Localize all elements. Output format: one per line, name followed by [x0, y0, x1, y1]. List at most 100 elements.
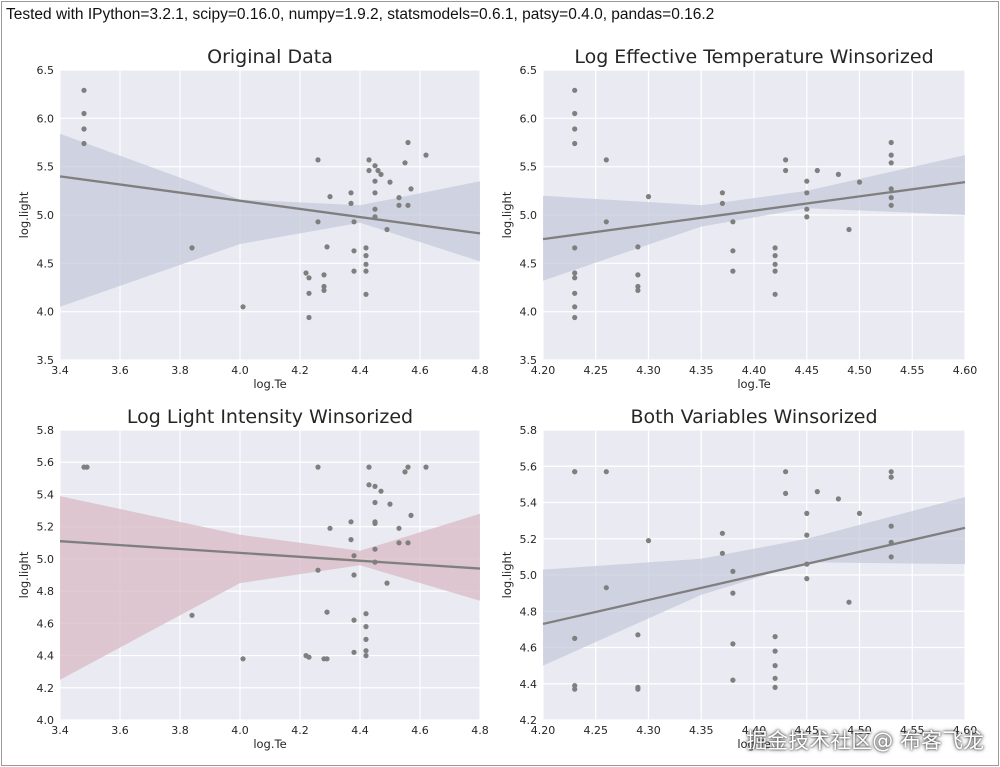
data-point [363, 611, 369, 617]
data-point [645, 194, 652, 200]
x-tick-label: 3.8 [171, 724, 189, 737]
x-axis-label: log.Te [737, 737, 770, 751]
data-point [81, 87, 87, 93]
data-point [321, 272, 327, 278]
data-point [348, 519, 354, 525]
y-tick-label: 4.4 [520, 678, 538, 691]
data-point [856, 510, 863, 516]
data-point [804, 532, 810, 538]
data-point [396, 195, 402, 201]
data-point [189, 612, 195, 618]
x-tick-label: 4.35 [689, 364, 714, 377]
data-point [888, 160, 894, 166]
data-point [772, 675, 778, 681]
confidence-band [60, 496, 480, 680]
x-tick-label: 4.60 [953, 724, 978, 737]
data-point [572, 245, 578, 251]
data-point [351, 649, 357, 655]
y-tick-label: 5.5 [37, 161, 55, 174]
x-tick-label: 4.50 [847, 724, 872, 737]
data-point [783, 469, 789, 475]
data-point [572, 126, 578, 132]
data-point [603, 219, 609, 225]
data-point [363, 653, 369, 659]
x-tick-label: 4.6 [411, 364, 429, 377]
regression-line [59, 175, 481, 235]
data-point [405, 464, 411, 470]
data-point [189, 245, 195, 251]
data-point [888, 186, 894, 192]
data-point [730, 677, 736, 683]
x-tick-label: 4.55 [900, 364, 925, 377]
y-tick-label: 5.5 [520, 161, 538, 174]
x-tick-label: 4.8 [471, 724, 489, 737]
data-point [730, 268, 736, 274]
data-point [405, 540, 411, 546]
data-point [372, 483, 378, 489]
y-axis-label: log.light [500, 191, 514, 238]
data-point [804, 214, 810, 220]
data-point [348, 200, 354, 206]
x-tick-label: 4.0 [231, 364, 249, 377]
y-tick-label: 6.0 [37, 112, 55, 125]
y-tick-label: 4.8 [520, 605, 538, 618]
data-point [835, 171, 842, 177]
chart-title: Log Effective Temperature Winsorized [574, 46, 933, 68]
regression-line [542, 180, 966, 241]
data-point [772, 261, 778, 267]
data-point [366, 482, 372, 488]
y-tick-label: 5.0 [520, 209, 538, 222]
data-point [783, 490, 789, 496]
x-tick-label: 4.25 [584, 364, 609, 377]
data-point [730, 590, 736, 596]
x-tick-label: 4.35 [689, 724, 714, 737]
data-point [572, 686, 578, 692]
data-point [572, 290, 578, 296]
data-point [372, 520, 378, 527]
y-tick-label: 5.2 [520, 533, 538, 546]
data-point [814, 489, 820, 495]
data-point [396, 202, 402, 208]
data-point [635, 272, 641, 278]
x-tick-label: 4.40 [742, 724, 767, 737]
data-point [306, 314, 312, 321]
x-tick-label: 4.20 [531, 364, 556, 377]
x-tick-label: 3.6 [111, 364, 129, 377]
regression-line [542, 526, 966, 626]
data-point [405, 202, 411, 208]
data-point [772, 663, 778, 669]
data-point [408, 186, 414, 192]
data-point [772, 253, 778, 259]
data-point [719, 530, 726, 536]
data-point [730, 568, 736, 575]
y-tick-label: 4.8 [37, 585, 55, 598]
data-point [351, 572, 357, 578]
y-tick-label: 4.0 [520, 306, 538, 319]
chart-panel-3: 3.4 3.6 3.8 4.0 4.2 4.4 4.6 4.8 4.0 4.2 4.4 4.6 4.8 5… [17, 406, 489, 751]
data-point [378, 488, 384, 494]
data-point [363, 636, 369, 643]
data-point [846, 226, 852, 233]
data-point [888, 139, 894, 146]
y-tick-label: 5.0 [37, 553, 55, 566]
x-tick-label: 3.4 [51, 724, 69, 737]
data-point [603, 469, 609, 475]
watermark: 掘金技术社区@ 布客飞龙 [746, 729, 984, 753]
data-point [324, 609, 330, 615]
data-point [572, 683, 578, 689]
data-point [804, 576, 810, 582]
data-point [363, 268, 369, 274]
x-tick-label: 4.4 [351, 364, 369, 377]
data-point [572, 469, 578, 475]
data-point [888, 152, 894, 158]
x-tick-label: 4.2 [291, 724, 309, 737]
x-tick-label: 4.30 [636, 364, 661, 377]
x-tick-label: 4.8 [471, 364, 489, 377]
data-point [572, 275, 578, 281]
y-tick-label: 4.5 [37, 257, 55, 270]
data-point [408, 512, 414, 519]
y-tick-label: 5.8 [520, 424, 538, 437]
data-point [315, 157, 321, 163]
data-point [84, 464, 90, 470]
data-point [572, 140, 578, 147]
